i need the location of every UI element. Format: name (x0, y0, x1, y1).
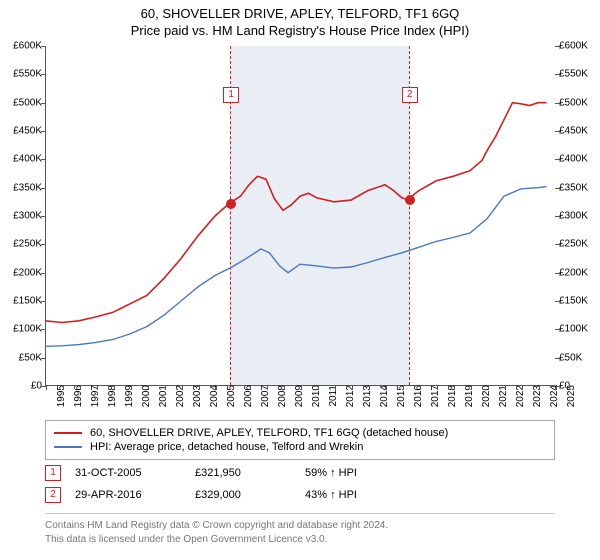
sale-price: £321,950 (195, 467, 305, 479)
x-axis-label: 1997 (84, 385, 101, 407)
footer-line: Contains HM Land Registry data © Crown c… (45, 519, 555, 533)
x-axis-label: 2023 (526, 385, 543, 407)
x-axis-label: 2007 (254, 385, 271, 407)
x-axis-label: 2004 (203, 385, 220, 407)
footer-line: This data is licensed under the Open Gov… (45, 533, 555, 547)
x-axis-label: 2003 (186, 385, 203, 407)
x-axis-label: 2012 (339, 385, 356, 407)
x-axis-label: 2016 (407, 385, 424, 407)
chart-legend: 60, SHOVELLER DRIVE, APLEY, TELFORD, TF1… (45, 420, 555, 460)
sale-row-number: 1 (45, 465, 61, 481)
legend-label: HPI: Average price, detached house, Telf… (90, 441, 363, 453)
legend-item: 60, SHOVELLER DRIVE, APLEY, TELFORD, TF1… (54, 426, 546, 440)
line-chart: £0£0£50K£50K£100K£100K£150K£150K£200K£20… (45, 46, 555, 386)
legend-swatch (54, 432, 82, 434)
x-axis-label: 2022 (509, 385, 526, 407)
sale-row-number: 2 (45, 487, 61, 503)
x-axis-label: 1996 (67, 385, 84, 407)
x-axis-label: 2015 (390, 385, 407, 407)
x-axis-label: 1995 (50, 385, 67, 407)
x-axis-label: 2011 (322, 385, 339, 407)
x-axis-label: 2017 (424, 385, 441, 407)
page-title: 60, SHOVELLER DRIVE, APLEY, TELFORD, TF1… (0, 0, 600, 21)
legend-swatch (54, 446, 82, 448)
property-line (45, 103, 547, 323)
sales-table: 1 31-OCT-2005£321,95059% ↑ HPI 2 29-APR-201… (45, 462, 555, 506)
x-axis-label: 2020 (475, 385, 492, 407)
sale-date: 31-OCT-2005 (75, 467, 195, 479)
sale-row: 1 31-OCT-2005£321,95059% ↑ HPI (45, 462, 555, 484)
legend-label: 60, SHOVELLER DRIVE, APLEY, TELFORD, TF1… (90, 427, 448, 439)
x-axis-label: 1999 (118, 385, 135, 407)
x-axis-label: 2013 (356, 385, 373, 407)
x-axis-label: 1998 (101, 385, 118, 407)
sale-price: £329,000 (195, 489, 305, 501)
x-axis-label: 2005 (220, 385, 237, 407)
x-axis-label: 2019 (458, 385, 475, 407)
x-axis-label: 2018 (441, 385, 458, 407)
sale-date: 29-APR-2016 (75, 489, 195, 501)
x-axis-label: 2025 (560, 385, 577, 407)
legend-item: HPI: Average price, detached house, Telf… (54, 440, 546, 454)
x-axis-label: 2006 (237, 385, 254, 407)
sale-row: 2 29-APR-2016£329,00043% ↑ HPI (45, 484, 555, 506)
footer-attribution: Contains HM Land Registry data © Crown c… (45, 513, 555, 546)
hpi-line (45, 187, 547, 347)
x-axis-label: 2014 (373, 385, 390, 407)
sale-hpi-delta: 59% ↑ HPI (305, 467, 555, 479)
x-axis-label: 2002 (169, 385, 186, 407)
x-axis-label: 2009 (288, 385, 305, 407)
x-axis-label: 2010 (305, 385, 322, 407)
x-axis-label: 2021 (492, 385, 509, 407)
x-axis-label: 2008 (271, 385, 288, 407)
x-axis-label: 2001 (152, 385, 169, 407)
page-subtitle: Price paid vs. HM Land Registry's House … (0, 21, 600, 44)
x-axis-label: 2000 (135, 385, 152, 407)
sale-hpi-delta: 43% ↑ HPI (305, 489, 555, 501)
x-axis-label: 2024 (543, 385, 560, 407)
